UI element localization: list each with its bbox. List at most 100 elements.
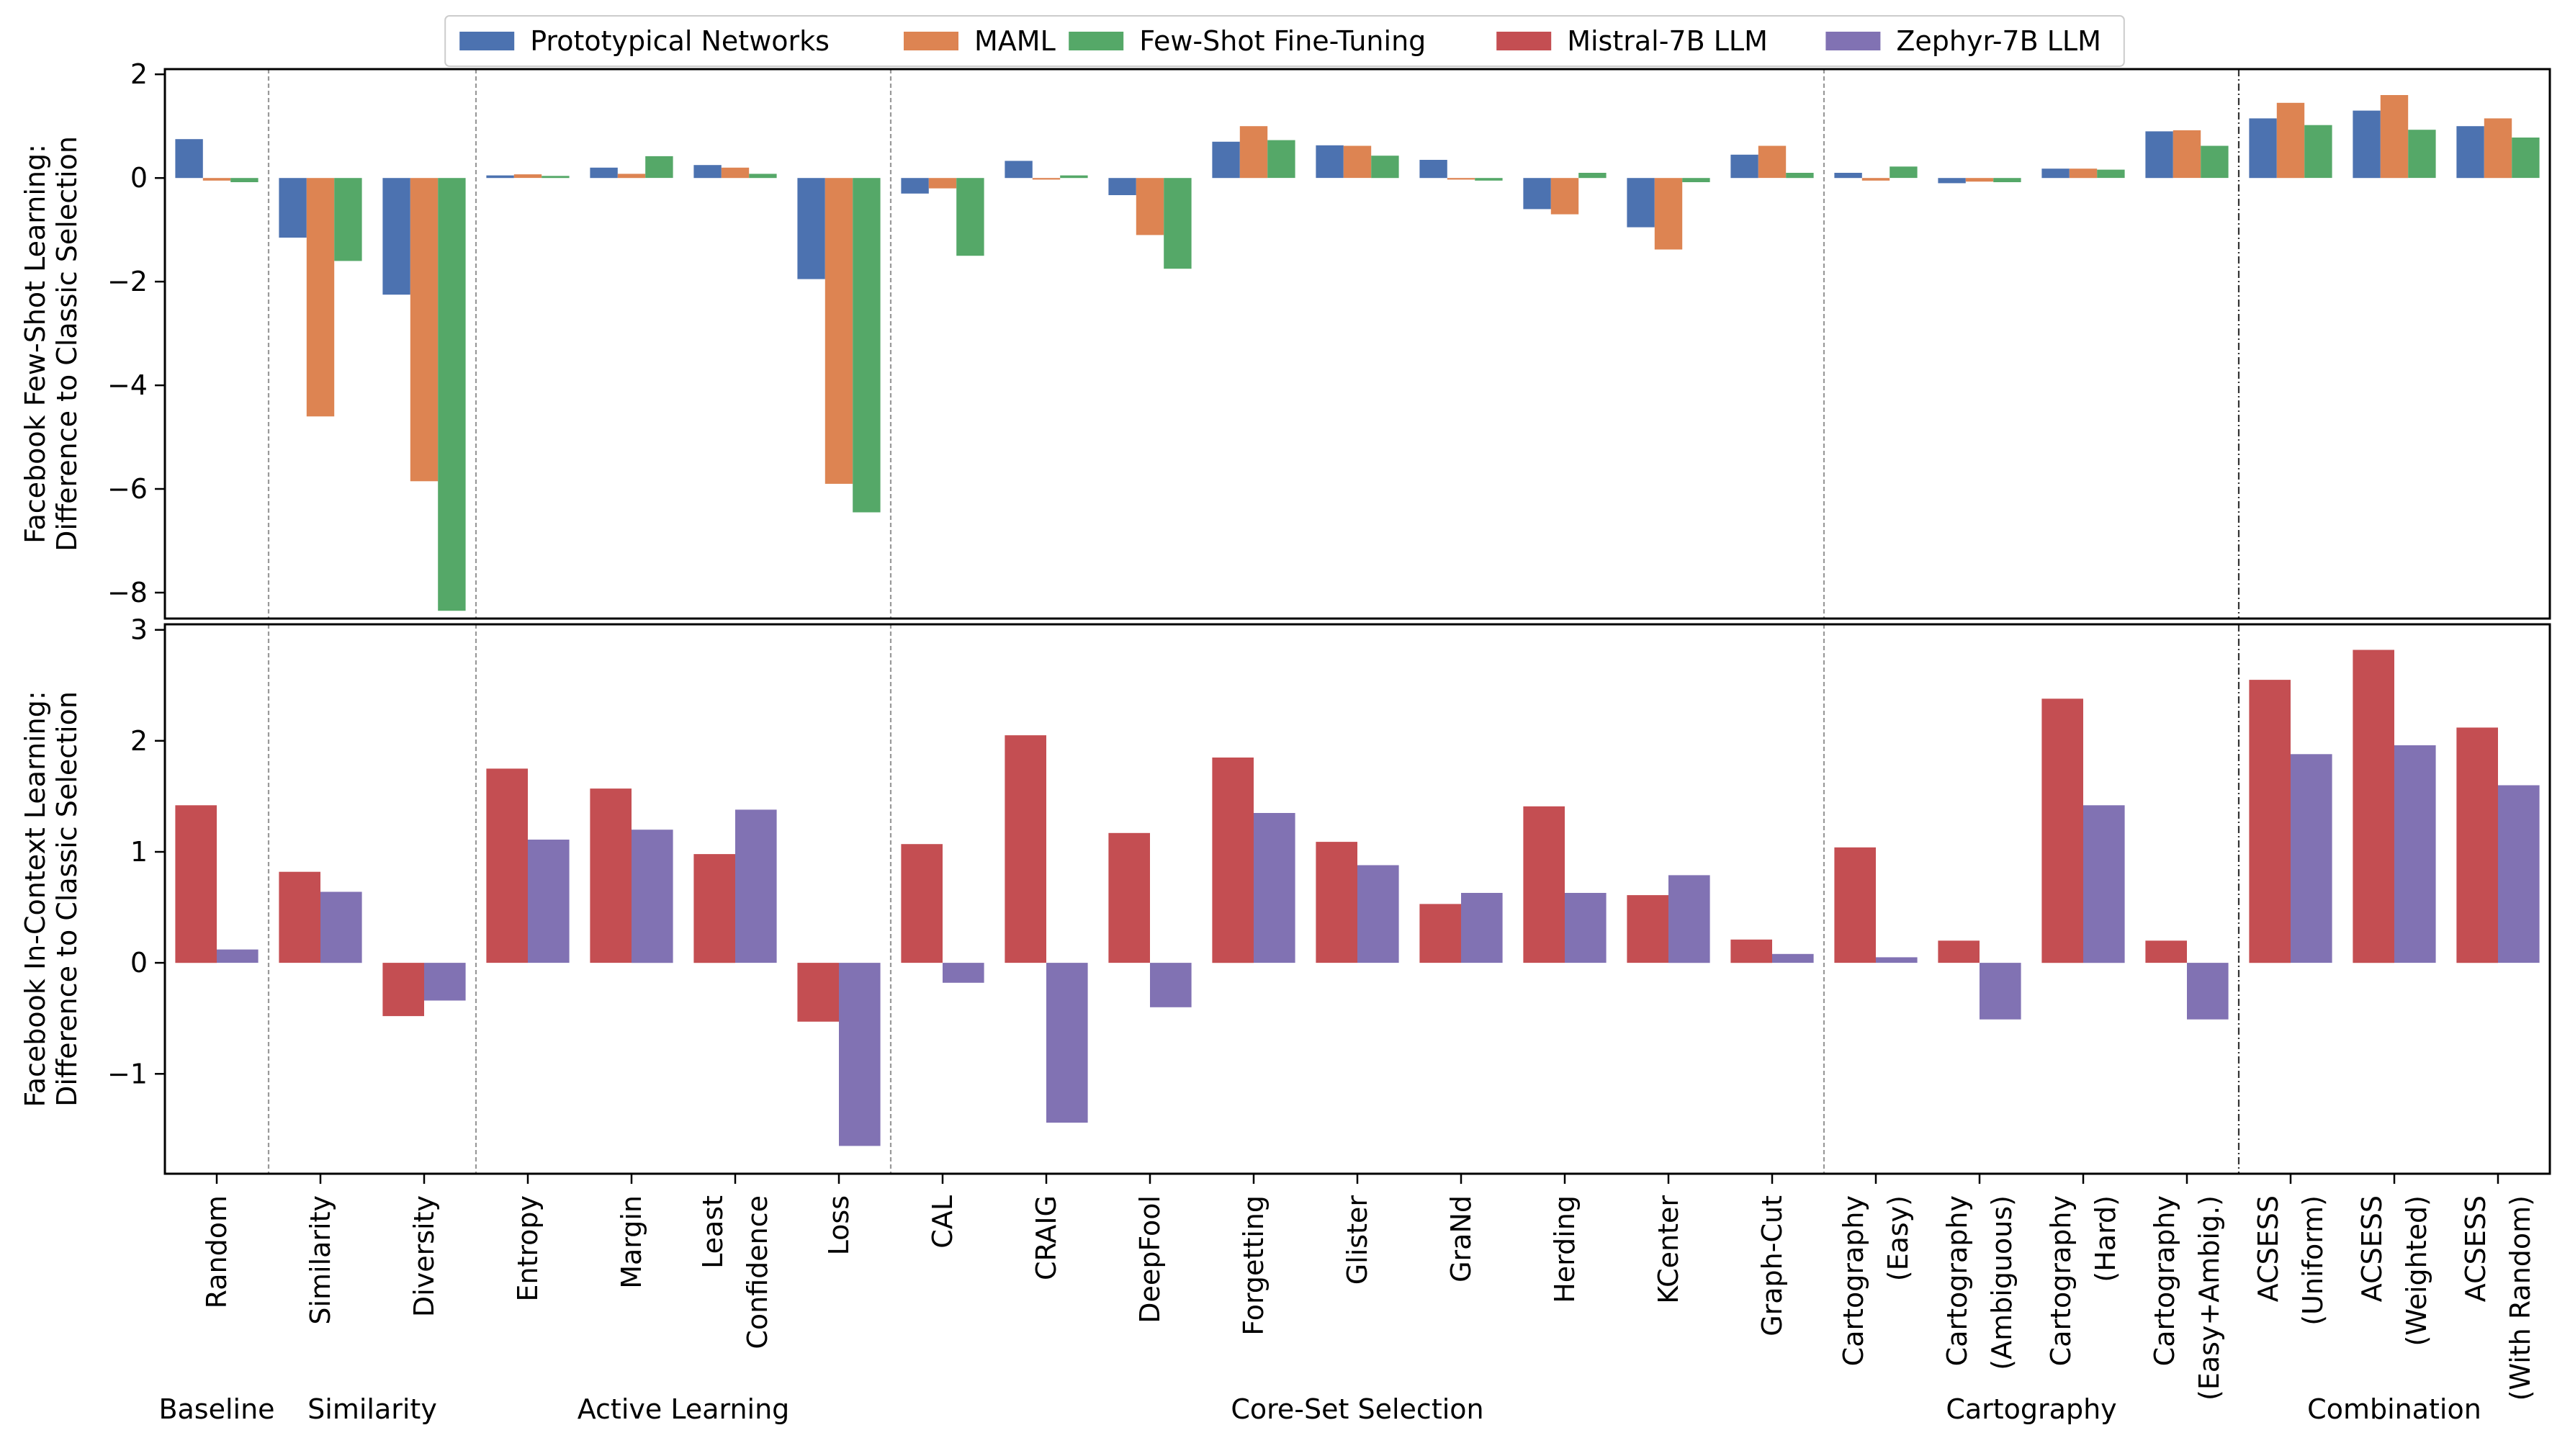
bar: [1730, 939, 1772, 963]
category-label: Loss: [823, 1195, 855, 1255]
bar: [1578, 173, 1607, 179]
bar: [1357, 865, 1399, 963]
legend-label: Prototypical Networks: [530, 25, 830, 57]
bar: [2408, 130, 2436, 179]
y-tick-label: 0: [130, 162, 148, 194]
bar: [1447, 178, 1475, 180]
category-label: GraNd: [1445, 1195, 1477, 1282]
bar: [279, 178, 307, 238]
bar: [1461, 893, 1503, 963]
category-label: Cartography: [1838, 1195, 1869, 1366]
legend-swatch: [1069, 32, 1124, 50]
bar: [424, 963, 466, 1001]
bar: [334, 178, 362, 261]
bar: [320, 891, 362, 963]
bar: [797, 963, 839, 1022]
bar: [2394, 745, 2436, 963]
bar: [590, 167, 618, 179]
bar: [2484, 118, 2512, 179]
bar: [956, 178, 984, 256]
bar: [1682, 178, 1710, 182]
bar: [1523, 806, 1565, 963]
bar: [2353, 110, 2381, 179]
bar: [2187, 963, 2229, 1020]
bar: [853, 178, 881, 513]
bar: [1136, 178, 1164, 235]
category-label: Diversity: [408, 1195, 440, 1317]
axes-layer: [155, 68, 2551, 1184]
y-tick-label: −4: [107, 369, 148, 401]
bar: [1343, 145, 1372, 179]
bar: [2276, 102, 2305, 179]
bar: [2456, 727, 2498, 963]
y-tick-label: −6: [107, 473, 148, 505]
category-label: (Easy): [1882, 1195, 1914, 1281]
bar: [1993, 178, 2021, 182]
category-label: Entropy: [512, 1195, 544, 1302]
category-label: Forgetting: [1238, 1195, 1270, 1336]
legend-swatch: [1825, 32, 1881, 50]
legend-frame: [444, 15, 2125, 67]
y-tick-label: 3: [130, 614, 148, 646]
category-label: (Hard): [2090, 1195, 2121, 1282]
category-label: Random: [201, 1195, 233, 1308]
bar: [1046, 963, 1088, 1123]
bar: [1005, 161, 1033, 179]
category-label: DeepFool: [1134, 1195, 1166, 1324]
legend-swatch: [904, 32, 958, 50]
bar: [513, 174, 542, 179]
legend-label: Few-Shot Fine-Tuning: [1139, 25, 1426, 57]
bar: [1654, 178, 1683, 250]
bar: [943, 963, 984, 983]
bar: [1938, 178, 1966, 184]
bar: [279, 871, 320, 963]
category-label: (Uniform): [2297, 1195, 2329, 1326]
category-label: Graph-Cut: [1756, 1195, 1788, 1336]
bar: [528, 840, 570, 963]
bar: [901, 844, 943, 963]
legend-swatch: [1496, 32, 1552, 50]
category-label: (With Random): [2504, 1195, 2536, 1401]
bar: [1834, 847, 1876, 963]
group-label: Baseline: [158, 1393, 274, 1425]
bar: [901, 178, 929, 194]
category-label: (Easy+Ambig.): [2193, 1195, 2225, 1401]
bar: [2249, 680, 2291, 963]
bar: [1730, 154, 1758, 179]
legend-swatch: [459, 32, 515, 50]
bar: [2498, 785, 2540, 963]
y-axis-label-line: Facebook Few-Shot Learning:: [19, 144, 51, 544]
category-label: ACSESS: [2252, 1195, 2284, 1302]
bar: [1786, 173, 1814, 179]
bar: [2041, 698, 2083, 963]
y-tick-label: 2: [130, 58, 148, 90]
bar: [693, 165, 722, 179]
category-label: Herding: [1549, 1195, 1581, 1303]
bar: [1668, 875, 1710, 963]
bar: [1108, 832, 1150, 963]
category-label: Confidence: [742, 1195, 773, 1349]
bar: [645, 156, 673, 179]
category-label: CRAIG: [1030, 1195, 1062, 1280]
bar: [217, 949, 259, 963]
bar: [2456, 126, 2484, 179]
bar: [2353, 650, 2394, 963]
bar: [749, 174, 777, 179]
bar: [486, 175, 514, 179]
legend: Prototypical Networks MAML Few-Shot Fine-T…: [444, 15, 2125, 67]
bar: [542, 176, 570, 179]
legend-label: MAML: [974, 25, 1056, 57]
y-tick-label: 0: [130, 947, 148, 979]
legend-label: Zephyr-7B LLM: [1896, 25, 2101, 57]
category-label: Least: [697, 1195, 729, 1269]
bar: [617, 174, 646, 179]
y-axis-label: Facebook In-Context Learning:Difference …: [19, 691, 83, 1107]
bar: [2083, 805, 2125, 963]
category-label: Similarity: [305, 1195, 336, 1325]
group-label: Cartography: [1946, 1393, 2116, 1425]
separators-layer: [267, 69, 2240, 1174]
bar: [382, 963, 424, 1017]
bar: [1239, 126, 1268, 179]
